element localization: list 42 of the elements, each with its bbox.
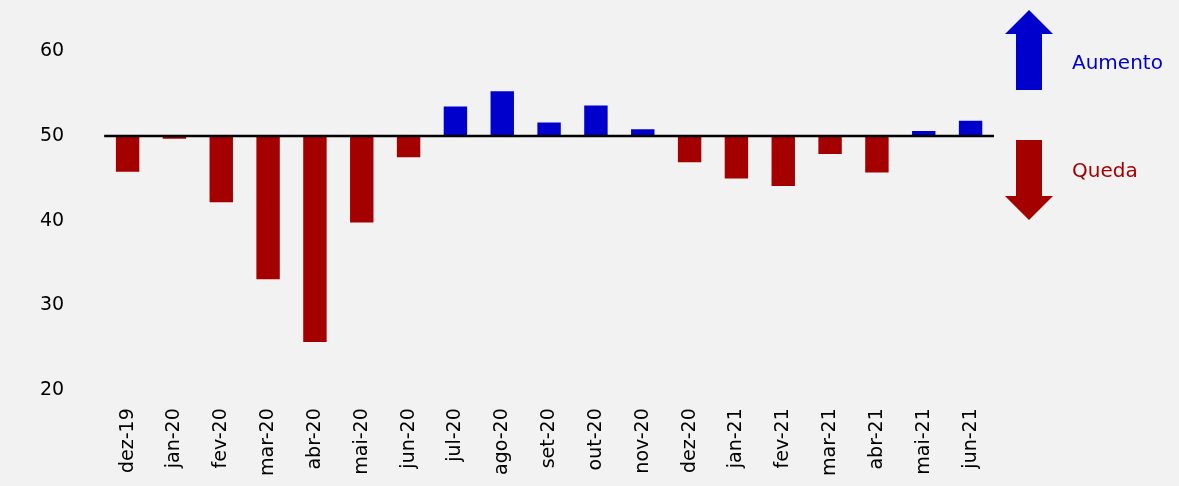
bar: [209, 136, 233, 203]
text: Queda: [1072, 158, 1138, 182]
bar: [490, 91, 514, 137]
bar: [818, 136, 842, 154]
bar: [865, 136, 889, 173]
y-tick-label: 40: [39, 207, 65, 230]
bar: [584, 105, 608, 137]
x-tick-label: mar-21: [817, 408, 840, 476]
bar: [537, 122, 561, 137]
x-tick-label: ago-20: [489, 408, 512, 475]
x-tick-label: mar-20: [255, 408, 278, 476]
x-tick-label: jun-21: [957, 408, 980, 470]
bar: [303, 136, 327, 342]
x-tick-label: out-20: [582, 408, 605, 471]
x-tick-label: jul-20: [442, 408, 465, 463]
x-tick-label: mai-20: [348, 408, 371, 475]
x-tick-label: nov-20: [629, 408, 652, 474]
y-tick-label: 30: [39, 292, 65, 315]
text: Aumento: [1072, 50, 1163, 74]
x-tick-label: abr-21: [863, 408, 886, 470]
x-tick-label: dez-19: [114, 408, 137, 473]
bar: [724, 136, 749, 179]
bar: [256, 136, 280, 280]
bar: [115, 136, 140, 172]
x-tick-label: set-20: [536, 408, 559, 469]
bar: [771, 136, 795, 187]
bar: [443, 106, 468, 137]
x-tick-label: fev-21: [770, 408, 793, 469]
bar: [958, 120, 983, 137]
x-tick-label: dez-20: [676, 408, 699, 473]
y-tick-label: 50: [39, 123, 65, 146]
bar: [677, 136, 702, 163]
x-tick-label: fev-20: [208, 408, 231, 469]
x-tick-label: jan-20: [161, 408, 184, 470]
x-tick-label: abr-20: [301, 408, 324, 470]
y-tick-label: 60: [39, 38, 65, 61]
y-tick-label: 20: [39, 377, 65, 400]
x-tick-label: jun-20: [395, 408, 418, 470]
x-tick-label: mai-21: [910, 408, 933, 475]
x-tick-label: jan-21: [723, 408, 746, 470]
bar: [396, 136, 421, 158]
bar: [350, 136, 374, 223]
